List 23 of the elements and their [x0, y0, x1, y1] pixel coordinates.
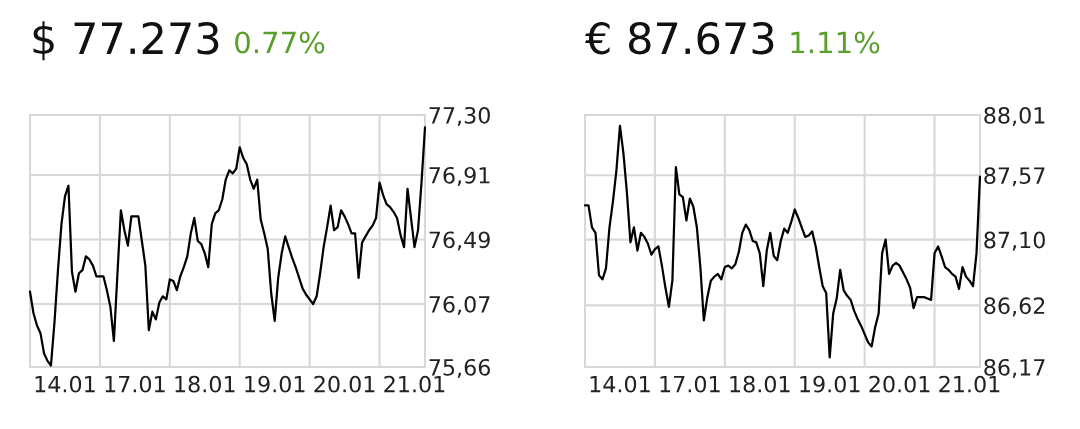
x-tick-label: 14.01 — [590, 375, 650, 393]
chart-title: $ 77.273 — [33, 21, 219, 61]
y-tick-label: 77,30 — [429, 106, 490, 127]
chart-subtitle: 1.11% — [791, 31, 880, 54]
x-tick-label: 19.01 — [245, 375, 305, 393]
x-tick-label: 18.01 — [730, 375, 790, 393]
x-tick-label: 20.01 — [869, 375, 930, 393]
x-tick-label: 20.01 — [314, 375, 375, 393]
x-tick-label: 18.01 — [175, 375, 235, 393]
x-tick-label: 17.01 — [105, 375, 165, 393]
chart-title: € 87.673 — [585, 21, 774, 55]
x-tick-label: 17.01 — [660, 375, 720, 393]
y-tick-label: 87,57 — [984, 167, 1045, 187]
y-tick-label: 76,49 — [429, 231, 490, 251]
y-tick-label: 87,10 — [984, 231, 1045, 251]
y-tick-label: 76,91 — [429, 166, 490, 186]
line-series — [583, 124, 982, 359]
y-tick-label: 76,07 — [429, 295, 490, 316]
x-tick-label: 19.01 — [800, 375, 860, 393]
x-tick-label: 14.01 — [35, 375, 95, 393]
y-tick-label: 88,01 — [984, 106, 1045, 127]
y-tick-label: 86,62 — [984, 297, 1045, 317]
chart-subtitle: 0.77% — [235, 31, 325, 54]
